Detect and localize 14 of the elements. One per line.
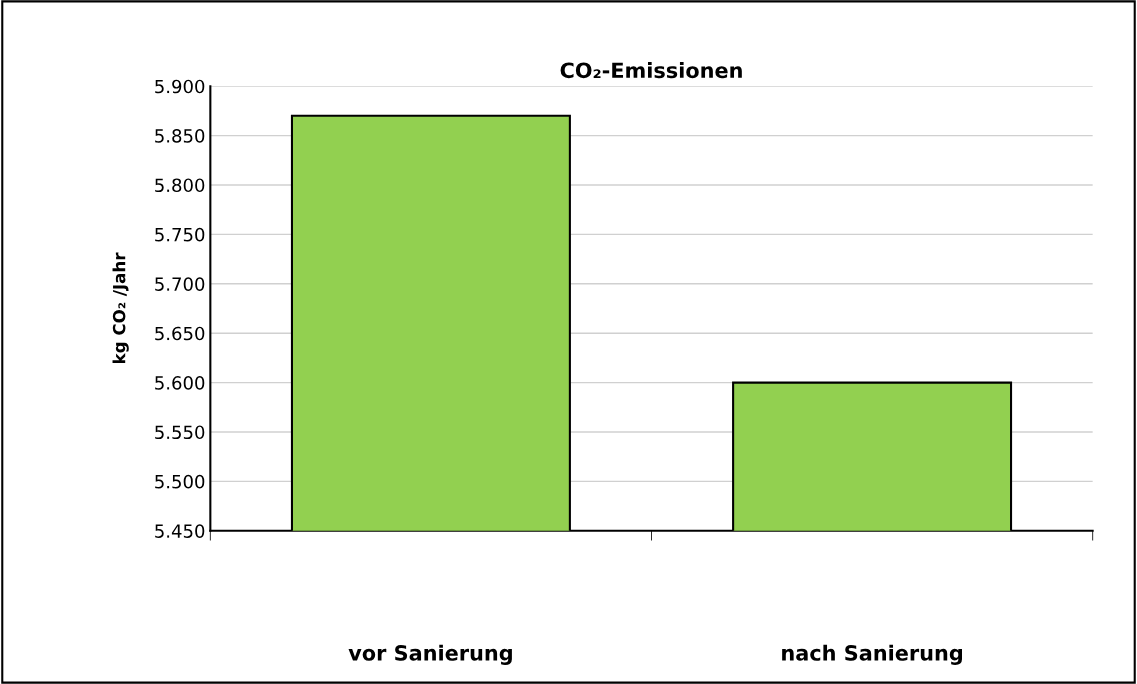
y-tick-label: 5.600 xyxy=(155,376,205,390)
y-tick-label: 5.800 xyxy=(155,178,205,193)
y-axis-title: kg CO₂ /Jahr xyxy=(112,252,129,364)
y-tick-label: 5.550 xyxy=(155,425,205,440)
y-tick-label: 5.900 xyxy=(155,79,205,94)
chart-title: CO₂-Emissionen xyxy=(560,62,742,79)
y-tick-label: 5.450 xyxy=(155,524,205,538)
y-tick-label: 5.750 xyxy=(155,227,205,242)
y-tick-label: 5.500 xyxy=(155,474,205,489)
y-tick-label: 5.650 xyxy=(155,326,205,341)
y-tick-label: 5.850 xyxy=(155,129,205,143)
y-tick-label: 5.700 xyxy=(155,277,205,291)
x-tick-label: nach Sanierung xyxy=(782,644,962,665)
x-tick-label: vor Sanierung xyxy=(348,644,512,665)
